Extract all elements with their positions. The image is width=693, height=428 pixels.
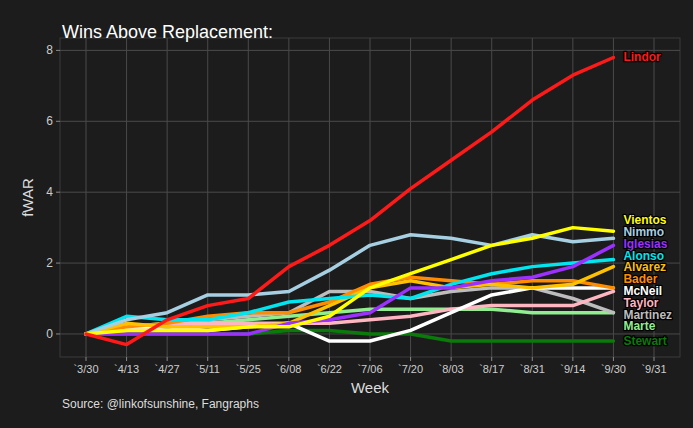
series-group <box>86 57 613 344</box>
caption: Source: @linkofsunshine, Fangraphs <box>62 397 259 411</box>
tick-mark <box>56 121 60 122</box>
tick-mark <box>654 357 655 361</box>
grid-line <box>207 38 208 357</box>
tick-mark <box>329 357 330 361</box>
tick-mark <box>451 357 452 361</box>
grid-line <box>532 38 533 357</box>
tick-mark <box>410 357 411 361</box>
x-tick-label: `8/31 <box>520 363 545 375</box>
grid-line <box>86 38 87 357</box>
y-axis-title: fWAR <box>19 178 36 217</box>
tick-mark <box>370 357 371 361</box>
x-tick-label: `9/30 <box>601 363 626 375</box>
grid-line <box>248 38 249 357</box>
grid-line <box>329 38 330 357</box>
x-tick-label: `8/17 <box>479 363 504 375</box>
x-tick-label: `9/14 <box>560 363 585 375</box>
grid-line <box>572 38 573 357</box>
tick-mark <box>248 357 249 361</box>
x-tick-label: `9/31 <box>641 363 666 375</box>
tick-mark <box>532 357 533 361</box>
y-tick-label: 4 <box>46 185 53 199</box>
series-label: Lindor <box>623 50 661 64</box>
y-tick-label: 6 <box>46 114 53 128</box>
grid-line <box>613 38 614 357</box>
x-tick-label: `5/25 <box>236 363 261 375</box>
x-tick-label: `4/27 <box>155 363 180 375</box>
x-tick-label: `6/08 <box>276 363 301 375</box>
series-label: Marte <box>623 319 655 333</box>
tick-mark <box>56 192 60 193</box>
tick-mark <box>56 50 60 51</box>
series-line <box>86 228 613 334</box>
x-tick-label: `3/30 <box>73 363 98 375</box>
tick-mark <box>613 357 614 361</box>
grid-line <box>167 38 168 357</box>
x-tick-label: `8/03 <box>439 363 464 375</box>
title: Wins Above Replacement: <box>62 22 273 42</box>
tick-mark <box>572 357 573 361</box>
tick-mark <box>207 357 208 361</box>
grid-line <box>126 38 127 357</box>
background <box>0 0 693 428</box>
tick-mark <box>126 357 127 361</box>
x-tick-label: `5/11 <box>196 363 220 375</box>
tick-mark <box>86 357 87 361</box>
y-tick-label: 8 <box>46 43 53 57</box>
y-tick-label: 0 <box>46 327 53 341</box>
x-tick-label: `6/22 <box>317 363 342 375</box>
tick-mark <box>56 333 60 334</box>
x-tick-label: `7/20 <box>398 363 423 375</box>
tick-mark <box>56 263 60 264</box>
tick-mark <box>167 357 168 361</box>
x-tick-label: `4/13 <box>114 363 139 375</box>
chart: 0 2 4 6 8 `3/30 `4/13 `4/27 `5/11 `5/25 `6/08 `6/22… <box>0 0 693 428</box>
series-line <box>86 57 613 344</box>
plot-frame <box>60 38 680 357</box>
x-tick-label: `7/06 <box>357 363 382 375</box>
series-label: Stewart <box>623 334 666 348</box>
tick-mark <box>288 357 289 361</box>
tick-mark <box>491 357 492 361</box>
x-axis-title: Week <box>351 379 390 396</box>
grid-line <box>288 38 289 357</box>
y-tick-label: 2 <box>46 256 53 270</box>
